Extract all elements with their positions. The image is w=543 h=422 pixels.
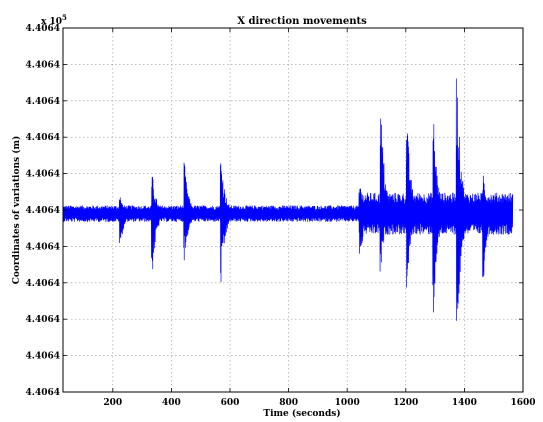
x-tick-label: 800 (279, 398, 298, 408)
series-layer (62, 78, 514, 321)
x-tick-label: 1400 (452, 398, 477, 408)
y-tick-label: 4.4064 (26, 97, 60, 107)
x-axis-ticks: 200 400 600 800 1000 1200 1400 1600 (103, 28, 536, 408)
x-tick-label: 600 (221, 398, 240, 408)
x-tick-label: 1600 (510, 398, 535, 408)
y-axis-ticks: 4.4064 4.4064 4.4064 4.4064 4.4064 4.4064 4.40… (26, 24, 523, 398)
y-tick-label: 4.4064 (26, 170, 60, 180)
chart-title: X direction movements (237, 16, 367, 27)
y-tick-label: 4.4064 (26, 242, 60, 252)
x-tick-label: 1200 (393, 398, 418, 408)
y-tick-label: 4.4064 (26, 60, 60, 70)
x-tick-label: 200 (103, 398, 122, 408)
y-tick-label: 4.4064 (26, 24, 60, 34)
grid-lines (63, 28, 523, 392)
y-tick-label: 4.4064 (26, 279, 60, 289)
y-tick-label: 4.4064 (26, 133, 60, 143)
y-exponent-power: 5 (62, 13, 67, 22)
x-tick-label: 400 (162, 398, 181, 408)
series-line-0 (62, 78, 514, 321)
y-axis-label: Coordinates of variations (m) (11, 136, 22, 285)
y-tick-label: 4.4064 (26, 352, 60, 362)
y-tick-label: 4.4064 (26, 315, 60, 325)
y-tick-label: 4.4064 (26, 388, 60, 398)
x-axis-label: Time (seconds) (263, 408, 340, 418)
x-tick-label: 1000 (335, 398, 360, 408)
y-tick-label: 4.4064 (26, 206, 60, 216)
y-exponent-label: x 105 (41, 13, 67, 27)
